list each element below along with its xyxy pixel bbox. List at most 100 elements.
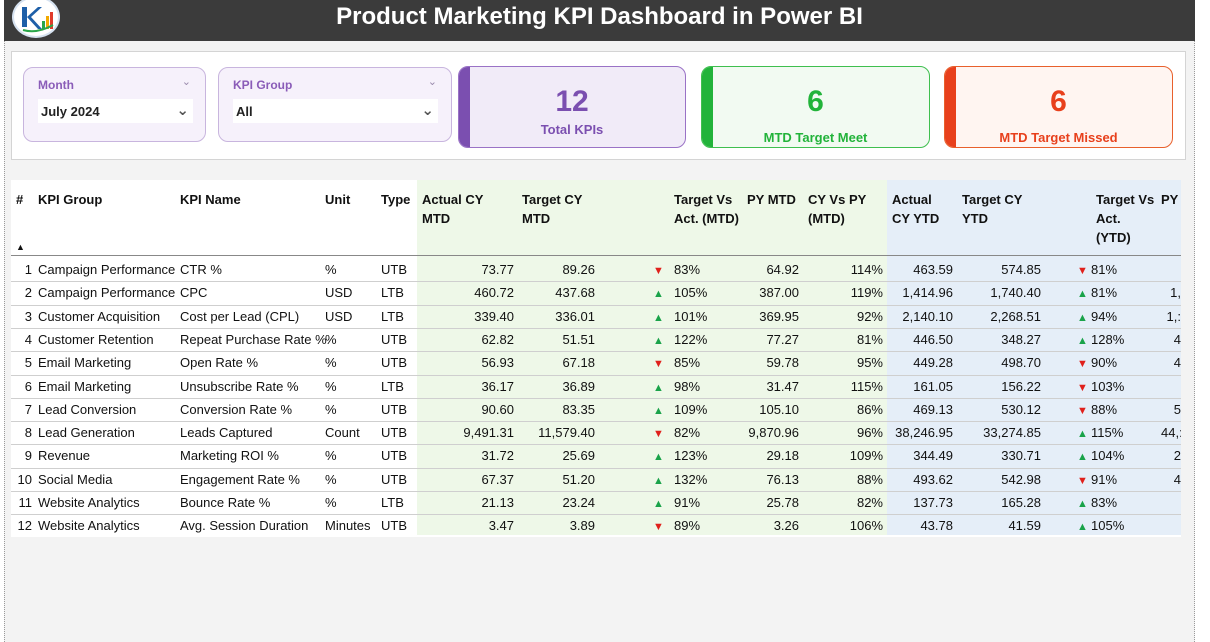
row-divider [11,444,1181,446]
cell-py-ytd: 2 [1173,448,1181,464]
mtd-column-band [417,180,887,535]
header-type[interactable]: Type [381,192,411,207]
triangle-up-icon: ▲ [1077,498,1088,510]
cell-cy-vs-py-mtd: 106% [849,518,883,534]
cell-actual-cy-ytd: 469.13 [913,401,953,417]
dropdown-chevron-icon[interactable]: ⌄ [421,102,434,119]
cell-py-mtd: 105.10 [759,401,799,417]
cell-py-mtd: 29.18 [766,448,799,464]
triangle-down-icon: ▼ [1077,358,1088,371]
header-py-mtd[interactable]: PY MTD [747,192,796,207]
cell-target-cy-mtd: 51.20 [562,471,595,487]
header-kpi-name[interactable]: KPI Name [180,192,241,207]
cell-target-vs-act-mtd: 122% [674,331,708,347]
cell-type: UTB [381,262,407,277]
cell-target-vs-act-ytd: 128% [1091,331,1125,347]
cell-target-cy-ytd: 574.85 [1001,262,1041,277]
cell-type: UTB [381,448,407,464]
cell-type: LTB [381,378,404,394]
cell-row-number: 6 [24,378,32,394]
kpi-group-dropdown[interactable]: All ⌄ [233,99,438,123]
card-accent [702,67,713,147]
header-actual-cy-ytd[interactable]: Actual CY YTD [892,192,940,226]
cell-py-ytd: 1, [1170,285,1181,301]
card-accent [459,67,470,147]
cell-target-cy-ytd: 41.59 [1008,518,1041,534]
header-actual-cy-mtd[interactable]: Actual CY MTD [422,192,484,226]
header-unit[interactable]: Unit [325,192,351,207]
cell-target-vs-act-mtd: 85% [674,355,701,371]
header-cy-vs-py-mtd[interactable]: CY Vs PY (MTD) [808,192,867,226]
total-kpis-caption: Total KPIs [540,122,604,137]
cell-kpi-name: Bounce Rate % [180,495,271,510]
triangle-up-icon: ▲ [653,381,664,394]
cell-actual-cy-mtd: 67.37 [481,471,514,487]
chevron-down-icon[interactable]: ⌄ [427,76,437,88]
row-divider [11,514,1181,516]
cell-target-cy-ytd: 165.28 [1001,495,1041,510]
cell-target-cy-ytd: 348.27 [1001,331,1041,347]
cell-target-cy-ytd: 498.70 [1001,355,1041,371]
cell-target-cy-mtd: 336.01 [555,308,595,324]
cell-kpi-name: Repeat Purchase Rate % [180,331,327,347]
chevron-down-icon[interactable]: ⌄ [181,76,191,88]
cell-target-cy-mtd: 36.89 [562,378,595,394]
cell-actual-cy-mtd: 36.17 [481,378,514,394]
header-target-vs-act-ytd[interactable]: Target Vs Act. (YTD) [1096,192,1155,245]
sort-ascending-icon[interactable]: ▲ [16,242,25,252]
triangle-up-icon: ▲ [653,334,664,347]
cell-unit: % [325,262,337,277]
mtd-target-missed-value: 6 [1050,85,1067,118]
cell-row-number: 1 [24,262,32,277]
cell-target-vs-act-mtd: 109% [674,401,708,417]
triangle-up-icon: ▲ [1077,311,1088,324]
cell-row-number: 4 [24,331,32,347]
month-dropdown[interactable]: July 2024 ⌄ [38,99,193,123]
cell-target-cy-mtd: 3.89 [569,518,595,534]
row-divider [11,397,1181,399]
triangle-up-icon: ▲ [1077,428,1088,441]
cell-kpi-group: Campaign Performance [38,262,176,277]
cell-actual-cy-ytd: 2,140.10 [902,308,953,324]
cell-kpi-group: Social Media [38,471,113,487]
header-row-number[interactable]: # [16,192,24,207]
cell-type: UTB [381,355,407,371]
cell-target-vs-act-ytd: 81% [1091,262,1118,277]
header-target-cy-ytd[interactable]: Target CY YTD [962,192,1023,226]
month-slicer[interactable]: Month ⌄ July 2024 ⌄ [23,67,206,142]
kpi-group-slicer-label: KPI Group [233,78,293,92]
header-kpi-group[interactable]: KPI Group [38,192,103,207]
triangle-up-icon: ▲ [1077,288,1088,301]
cell-target-vs-act-mtd: 89% [674,518,701,534]
triangle-up-icon: ▲ [1077,521,1088,534]
header-py-ytd[interactable]: PY [1161,192,1179,207]
cell-unit: % [325,401,337,417]
cell-kpi-name: Open Rate % [180,355,259,371]
kpi-group-slicer[interactable]: KPI Group ⌄ All ⌄ [218,67,452,142]
triangle-down-icon: ▼ [653,265,664,277]
cell-actual-cy-ytd: 463.59 [913,262,953,277]
header-target-vs-act-mtd[interactable]: Target Vs Act. (MTD) [674,192,739,226]
cell-cy-vs-py-mtd: 114% [850,262,883,277]
cell-unit: % [325,471,337,487]
cell-row-number: 3 [24,308,32,324]
cell-target-cy-ytd: 33,274.85 [983,425,1041,441]
cell-actual-cy-ytd: 449.28 [913,355,953,371]
cell-target-vs-act-mtd: 91% [674,495,701,510]
triangle-up-icon: ▲ [653,311,664,324]
cell-type: UTB [381,518,407,534]
header-target-cy-mtd[interactable]: Target CY MTD [522,192,583,226]
cell-actual-cy-mtd: 62.82 [481,331,514,347]
cell-actual-cy-mtd: 56.93 [481,355,514,371]
cell-cy-vs-py-mtd: 96% [856,425,883,441]
cell-target-cy-mtd: 83.35 [562,401,595,417]
cell-kpi-group: Website Analytics [38,495,140,510]
cell-target-vs-act-ytd: 104% [1091,448,1125,464]
cell-row-number: 9 [24,448,32,464]
cell-py-mtd: 3.26 [773,518,799,534]
kpi-table[interactable]: # KPI Group KPI Name Unit Type Actual CY… [11,180,1181,537]
dropdown-chevron-icon[interactable]: ⌄ [176,102,189,119]
cell-kpi-name: Leads Captured [180,425,273,441]
cell-target-vs-act-ytd: 103% [1091,378,1125,394]
vertical-scrollbar[interactable] [1181,180,1189,640]
